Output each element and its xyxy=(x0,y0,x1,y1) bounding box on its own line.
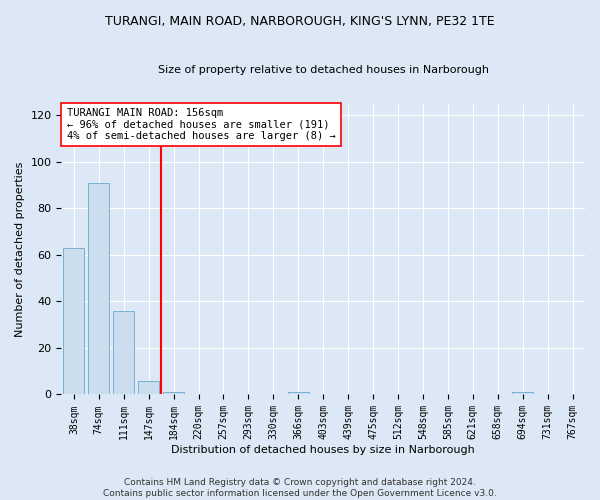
Bar xyxy=(512,392,533,394)
Bar xyxy=(88,182,109,394)
Bar xyxy=(287,392,309,394)
Text: TURANGI MAIN ROAD: 156sqm
← 96% of detached houses are smaller (191)
4% of semi-: TURANGI MAIN ROAD: 156sqm ← 96% of detac… xyxy=(67,108,335,141)
Bar xyxy=(113,310,134,394)
Text: Contains HM Land Registry data © Crown copyright and database right 2024.
Contai: Contains HM Land Registry data © Crown c… xyxy=(103,478,497,498)
Bar xyxy=(138,380,159,394)
X-axis label: Distribution of detached houses by size in Narborough: Distribution of detached houses by size … xyxy=(172,445,475,455)
Text: TURANGI, MAIN ROAD, NARBOROUGH, KING'S LYNN, PE32 1TE: TURANGI, MAIN ROAD, NARBOROUGH, KING'S L… xyxy=(105,15,495,28)
Bar xyxy=(163,392,184,394)
Y-axis label: Number of detached properties: Number of detached properties xyxy=(15,162,25,336)
Bar xyxy=(63,248,85,394)
Title: Size of property relative to detached houses in Narborough: Size of property relative to detached ho… xyxy=(158,65,489,75)
